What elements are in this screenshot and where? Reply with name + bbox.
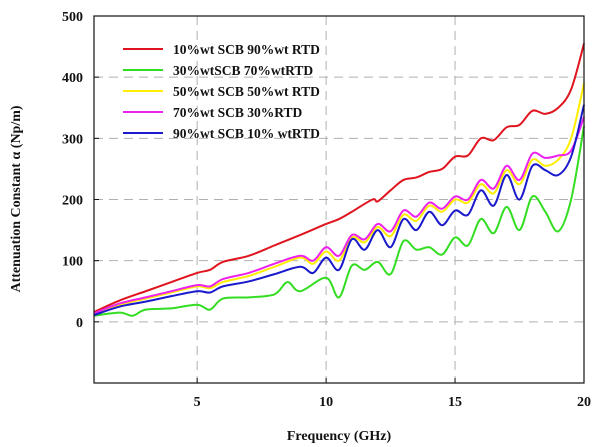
series-line-5 xyxy=(93,104,585,317)
tick-marks xyxy=(94,15,585,383)
y-axis-title: Attenuation Constant α (Np/m) xyxy=(9,105,24,292)
y-tick-label: 0 xyxy=(76,316,83,331)
series-line-4 xyxy=(93,116,585,315)
x-axis-title: Frequency (GHz) xyxy=(287,429,392,444)
series-line-3 xyxy=(93,83,585,315)
y-tick-label: 200 xyxy=(62,194,83,209)
legend-label-3: 50%wt SCB 50%wt RTD xyxy=(173,84,320,99)
x-tick-label: 20 xyxy=(577,395,591,410)
series-line-1 xyxy=(93,43,585,313)
x-tick-label: 5 xyxy=(194,395,201,410)
legend-label-1: 10%wt SCB 90%wt RTD xyxy=(173,42,320,57)
y-tick-label: 300 xyxy=(62,132,83,147)
y-tick-label: 100 xyxy=(62,255,83,270)
legend: 10%wt SCB 90%wt RTD 30%wtSCB 70%wtRTD 50%w… xyxy=(123,42,320,141)
series-lines xyxy=(93,43,585,317)
y-tick-label: 400 xyxy=(62,71,83,86)
legend-label-5: 90%wt SCB 10% wtRTD xyxy=(173,126,320,141)
x-tick-label: 15 xyxy=(448,395,462,410)
grid xyxy=(94,16,584,383)
x-tick-label: 10 xyxy=(319,395,333,410)
series-line-2 xyxy=(93,125,585,317)
y-tick-label: 500 xyxy=(62,10,83,25)
legend-label-2: 30%wtSCB 70%wtRTD xyxy=(173,63,313,78)
legend-label-4: 70%wt SCB 30%RTD xyxy=(173,105,303,120)
